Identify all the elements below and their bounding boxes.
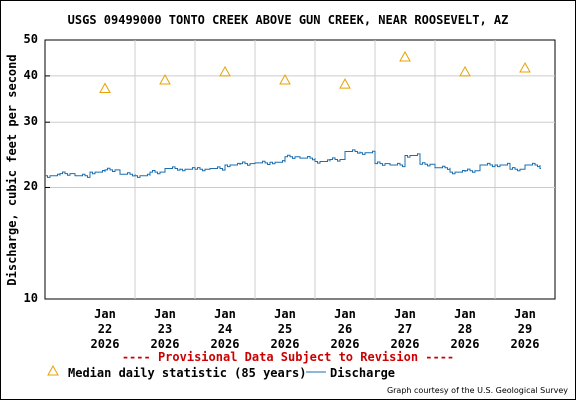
marker-layer	[99, 50, 531, 93]
x-tick-label: Jan 25 2026	[260, 307, 310, 352]
median-marker	[519, 62, 531, 73]
median-marker	[219, 65, 231, 77]
x-tick-label: Jan 23 2026	[140, 307, 190, 352]
legend-median-label: Median daily statistic (85 years)	[68, 366, 307, 380]
x-tick-month: Jan	[334, 307, 356, 321]
median-marker	[279, 73, 291, 85]
x-tick-month: Jan	[94, 307, 116, 321]
chart-title: USGS 09499000 TONTO CREEK ABOVE GUN CREE…	[67, 13, 509, 27]
x-tick-month: Jan	[214, 307, 236, 321]
x-tick-day: 27	[397, 322, 413, 336]
plot-area	[44, 39, 556, 300]
x-tick-month: Jan	[454, 307, 476, 321]
x-tick-year: 2026	[330, 337, 360, 351]
x-tick-year: 2026	[90, 337, 120, 351]
x-tick-year: 2026	[270, 337, 300, 351]
x-tick-year: 2026	[510, 337, 540, 351]
median-marker	[399, 50, 411, 62]
median-marker	[159, 73, 171, 85]
x-tick-day: 24	[217, 322, 233, 336]
x-tick-day: 22	[97, 322, 113, 336]
median-marker	[339, 78, 351, 89]
legend-layer	[47, 364, 326, 376]
y-tick-label: 20	[23, 179, 38, 194]
x-tick-month: Jan	[514, 307, 536, 321]
credit-text: Graph courtesy of the U.S. Geological Su…	[386, 386, 568, 395]
y-axis-label: Discharge, cubic feet per second	[5, 54, 19, 286]
x-tick-month: Jan	[274, 307, 296, 321]
x-tick-day: 28	[457, 322, 473, 336]
median-marker	[99, 82, 111, 93]
x-tick-label: Jan 27 2026	[380, 307, 430, 352]
x-tick-day: 29	[517, 322, 533, 336]
series-layer	[45, 149, 541, 178]
x-tick-day: 26	[337, 322, 353, 336]
y-tick-label: 10	[23, 291, 38, 305]
median-marker	[459, 65, 471, 77]
x-tick-label: Jan 24 2026	[200, 307, 250, 352]
y-tick-label: 50	[23, 32, 38, 46]
y-tick-label: 40	[23, 67, 38, 82]
x-tick-label: Jan 29 2026	[500, 307, 550, 352]
y-tick-label: 30	[23, 114, 38, 129]
x-tick-year: 2026	[390, 337, 420, 351]
legend-discharge-label: Discharge	[330, 366, 396, 380]
x-tick-month: Jan	[394, 307, 416, 321]
legend-median-symbol	[47, 364, 59, 376]
x-tick-day: 23	[157, 322, 173, 336]
x-tick-label: Jan 26 2026	[320, 307, 370, 352]
x-tick-year: 2026	[150, 337, 180, 351]
discharge-series-line	[45, 149, 541, 178]
provisional-note: ---- Provisional Data Subject to Revisio…	[121, 350, 455, 364]
x-tick-year: 2026	[210, 337, 240, 351]
x-tick-year: 2026	[450, 337, 480, 351]
x-tick-day: 25	[277, 322, 293, 336]
x-tick-label: Jan 22 2026	[80, 307, 130, 352]
x-tick-label: Jan 28 2026	[440, 307, 490, 352]
x-tick-month: Jan	[154, 307, 176, 321]
